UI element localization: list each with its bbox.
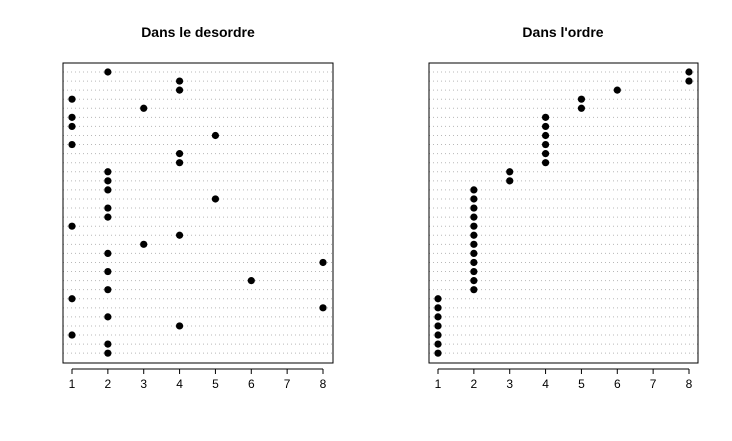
panel-right-gridlines <box>429 71 698 354</box>
data-point-17 <box>470 213 478 221</box>
data-point-28 <box>434 313 442 321</box>
panel-right-frame <box>428 62 699 364</box>
data-point-4 <box>577 95 586 103</box>
data-point-27 <box>434 304 442 312</box>
data-point-3 <box>613 86 621 94</box>
data-point-13 <box>506 177 514 185</box>
data-point-21 <box>470 249 478 257</box>
data-point-15 <box>470 195 478 203</box>
data-point-18 <box>68 222 76 230</box>
data-point-22 <box>470 258 478 267</box>
x-tick-label-8: 8 <box>320 377 327 391</box>
data-point-8 <box>541 131 550 140</box>
data-point-32 <box>104 349 112 357</box>
data-point-29 <box>175 322 184 330</box>
x-tick-label-3: 3 <box>140 377 147 391</box>
data-point-6 <box>68 113 76 121</box>
data-point-30 <box>434 331 442 339</box>
data-point-1 <box>685 68 693 76</box>
data-point-29 <box>434 322 442 330</box>
data-point-10 <box>541 150 550 158</box>
data-point-7 <box>541 122 550 131</box>
data-point-7 <box>68 122 76 131</box>
data-point-16 <box>470 204 478 212</box>
data-point-32 <box>434 349 442 357</box>
data-point-12 <box>104 168 112 176</box>
x-tick-label-7: 7 <box>284 377 291 391</box>
data-point-31 <box>434 340 442 348</box>
data-point-1 <box>104 68 112 76</box>
data-point-17 <box>104 213 112 221</box>
x-tick-label-4: 4 <box>542 377 549 391</box>
panel-right-points <box>434 68 693 357</box>
data-point-24 <box>470 277 478 285</box>
data-point-25 <box>470 286 478 294</box>
x-tick-label-6: 6 <box>614 377 621 391</box>
data-point-8 <box>211 131 220 140</box>
panel-right-x-axis: 1 2 3 4 5 6 7 8 <box>435 368 693 391</box>
x-tick-label-5: 5 <box>212 377 219 391</box>
data-point-16 <box>104 204 112 212</box>
x-tick-label-8: 8 <box>686 377 693 391</box>
data-point-20 <box>140 240 148 248</box>
panel-left-frame <box>62 62 334 364</box>
data-point-12 <box>506 168 514 176</box>
data-point-3 <box>175 86 184 94</box>
data-point-31 <box>104 340 112 348</box>
data-point-11 <box>541 159 550 167</box>
x-tick-label-2: 2 <box>471 377 478 391</box>
data-point-26 <box>434 295 442 303</box>
data-point-2 <box>175 77 184 85</box>
data-point-19 <box>470 231 478 239</box>
panel-left: Dans le desordre 1 2 3 4 5 6 7 8 <box>62 24 334 391</box>
data-point-9 <box>541 140 550 149</box>
panel-left-points <box>68 68 327 357</box>
panel-left-gridlines <box>63 71 333 354</box>
data-point-18 <box>470 222 478 230</box>
data-point-9 <box>68 140 76 149</box>
x-tick-label-6: 6 <box>248 377 255 391</box>
data-point-14 <box>470 186 478 194</box>
data-point-24 <box>247 277 255 285</box>
x-tick-label-5: 5 <box>578 377 585 391</box>
data-point-20 <box>470 240 478 248</box>
panel-right: Dans l'ordre 1 2 3 4 5 6 7 8 <box>428 24 699 391</box>
x-tick-label-1: 1 <box>435 377 442 391</box>
x-tick-label-1: 1 <box>69 377 76 391</box>
data-point-2 <box>685 77 693 85</box>
x-tick-label-7: 7 <box>650 377 657 391</box>
data-point-4 <box>68 95 76 103</box>
x-tick-label-2: 2 <box>105 377 112 391</box>
panel-right-title: Dans l'ordre <box>522 24 603 40</box>
data-point-21 <box>104 249 112 257</box>
data-point-5 <box>140 104 148 112</box>
data-point-30 <box>68 331 76 339</box>
panel-left-title: Dans le desordre <box>141 24 255 40</box>
data-point-22 <box>319 258 327 267</box>
panel-left-x-axis: 1 2 3 4 5 6 7 8 <box>69 368 327 391</box>
data-point-6 <box>541 113 550 121</box>
data-point-28 <box>104 313 112 321</box>
data-point-15 <box>211 195 220 203</box>
data-point-27 <box>319 304 327 312</box>
x-tick-label-4: 4 <box>176 377 183 391</box>
x-tick-label-3: 3 <box>506 377 513 391</box>
data-point-11 <box>175 159 184 167</box>
data-point-26 <box>68 295 76 303</box>
data-point-19 <box>175 231 184 239</box>
data-point-23 <box>104 267 112 276</box>
data-point-10 <box>175 150 184 158</box>
data-point-23 <box>470 267 478 276</box>
data-point-5 <box>577 104 586 112</box>
data-point-13 <box>104 177 112 185</box>
data-point-25 <box>104 286 112 294</box>
data-point-14 <box>104 186 112 194</box>
